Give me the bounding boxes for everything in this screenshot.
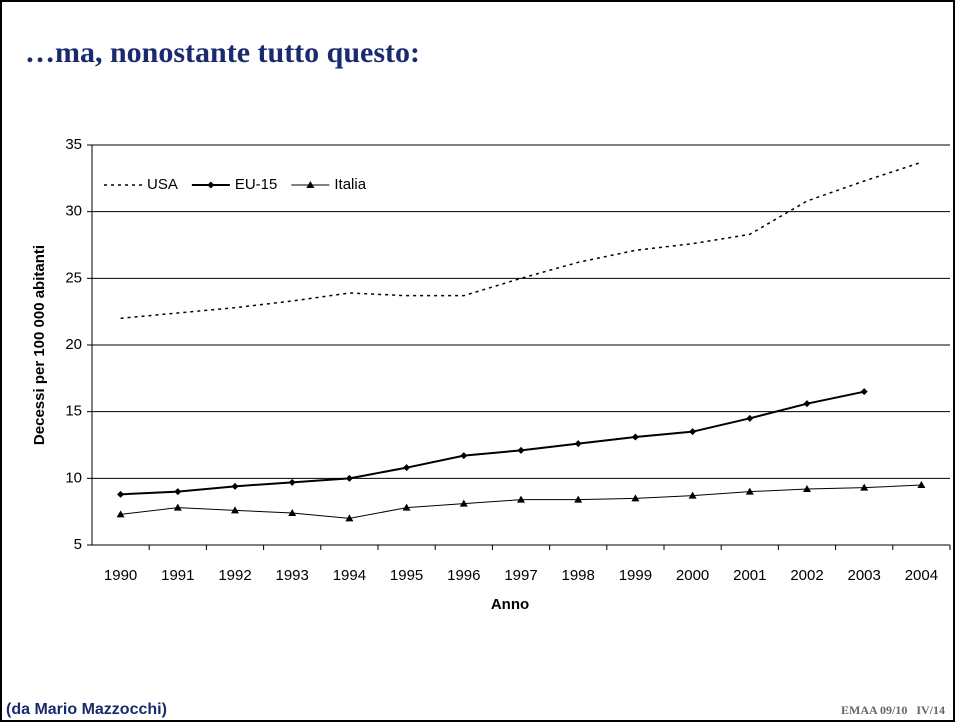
point [517, 446, 525, 454]
point [231, 506, 239, 514]
y-axis-label: Decessi per 100 000 abitanti [31, 245, 48, 445]
x-tick-label: 1992 [218, 567, 251, 584]
point [860, 483, 869, 491]
point [345, 474, 353, 482]
point [288, 478, 296, 486]
legend-label: Italia [334, 176, 366, 193]
x-tick-label: 1990 [104, 567, 137, 584]
point [631, 494, 640, 502]
point [459, 499, 468, 507]
point [403, 464, 411, 472]
point [803, 400, 811, 408]
point [288, 509, 297, 516]
point [402, 503, 411, 511]
y-tick-label: 10 [65, 469, 82, 486]
x-tick-label: 1993 [276, 567, 309, 584]
slide-title: …ma, nonostante tutto questo: [25, 36, 420, 69]
point [745, 487, 754, 495]
x-tick-label: 1991 [161, 567, 194, 584]
y-tick-label: 35 [65, 136, 82, 153]
point [689, 428, 697, 436]
x-tick-label: 2004 [905, 567, 938, 584]
x-tick-label: 1997 [504, 567, 537, 584]
x-tick-label: 1994 [333, 567, 366, 584]
point [345, 514, 354, 522]
point [231, 482, 239, 490]
series-line [120, 390, 865, 496]
series-line [120, 161, 922, 320]
point [117, 490, 125, 498]
x-tick-label: 2003 [848, 567, 881, 584]
point [173, 503, 182, 511]
point [460, 452, 468, 460]
x-tick-label: 2002 [790, 567, 823, 584]
y-tick-label: 5 [74, 536, 82, 553]
point [306, 181, 315, 188]
point [574, 440, 582, 448]
x-tick-label: 1995 [390, 567, 423, 584]
y-tick-label: 30 [65, 203, 82, 220]
point [746, 414, 754, 422]
x-tick-label: 2001 [733, 567, 766, 584]
point [688, 491, 697, 499]
y-tick-label: 25 [65, 269, 82, 286]
point [517, 495, 525, 503]
x-tick-label: 1999 [619, 567, 652, 584]
legend-label: USA [147, 176, 178, 193]
y-tick-label: 20 [65, 336, 82, 353]
footer-code: EMAA 09/10 IV/14 [841, 703, 945, 717]
x-tick-label: 1996 [447, 567, 480, 584]
point [574, 495, 583, 503]
x-tick-label: 1998 [562, 567, 595, 584]
legend-label: EU-15 [235, 176, 278, 193]
point [803, 485, 811, 492]
point [207, 181, 215, 189]
point [860, 388, 868, 396]
point [631, 433, 639, 441]
point [917, 481, 926, 488]
point [174, 488, 182, 496]
footer-source: (da Mario Mazzocchi) [6, 701, 167, 718]
y-tick-label: 15 [65, 403, 82, 420]
point [116, 510, 125, 518]
x-tick-label: 2000 [676, 567, 709, 584]
x-axis-label: Anno [491, 596, 529, 613]
